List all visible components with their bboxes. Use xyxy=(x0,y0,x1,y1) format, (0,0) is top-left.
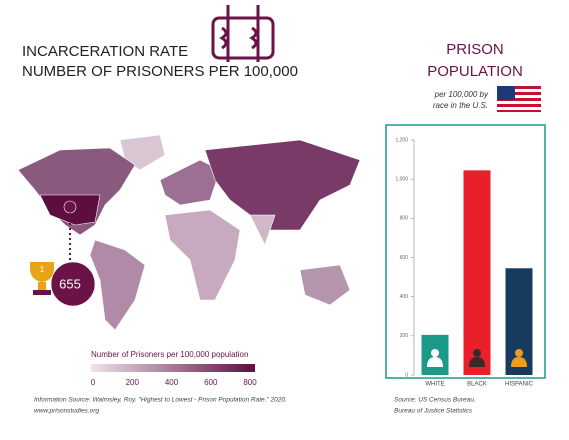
person-icon xyxy=(469,357,485,367)
chart-frame xyxy=(385,124,546,379)
y-tick-label: 200 xyxy=(400,333,409,339)
x-tick-label: HISPANIC xyxy=(505,382,534,388)
rank: 1 xyxy=(40,265,45,274)
legend-title: Number of Prisoners per 100,000 populati… xyxy=(91,350,248,359)
panel-title: PRISON xyxy=(446,41,504,58)
bar xyxy=(463,170,491,375)
legend-tick-label: 400 xyxy=(165,378,179,387)
person-icon xyxy=(511,357,527,367)
y-tick-label: 1,200 xyxy=(395,137,408,143)
person-icon xyxy=(427,357,443,367)
y-tick-label: 600 xyxy=(400,255,409,261)
legend-tick-label: 0 xyxy=(91,378,96,387)
legend-tick-label: 600 xyxy=(204,378,218,387)
y-tick-label: 400 xyxy=(400,294,409,300)
prison-icon xyxy=(211,5,275,62)
person-icon xyxy=(431,349,439,357)
source: www.prisonstudies.org xyxy=(34,408,99,415)
y-tick-label: 800 xyxy=(400,216,409,222)
world-map xyxy=(17,134,361,331)
legend-tick-label: 200 xyxy=(126,378,140,387)
x-tick-label: WHITE xyxy=(425,382,444,388)
us-flag xyxy=(497,86,541,112)
person-icon xyxy=(515,349,523,357)
legend-tick-label: 800 xyxy=(243,378,257,387)
y-tick-label: 1,000 xyxy=(395,176,408,182)
panel-title: POPULATION xyxy=(427,63,523,80)
trophy xyxy=(30,262,54,295)
y-tick-label: 0 xyxy=(405,372,408,378)
subtitle: per 100,000 by xyxy=(434,90,489,99)
us-rate: 655 xyxy=(59,276,81,291)
source: Information Source: Walmsley, Roy. "High… xyxy=(34,397,287,404)
colorbar xyxy=(91,364,255,372)
source: Bureau of Justice Statistics xyxy=(394,408,473,415)
x-tick-label: BLACK xyxy=(467,382,487,388)
title: NUMBER OF PRISONERS PER 100,000 xyxy=(22,63,298,80)
person-icon xyxy=(473,349,481,357)
source: Source: US Census Bureau, xyxy=(394,397,476,404)
subtitle: race in the U.S. xyxy=(433,101,488,110)
title: INCARCERATION RATE xyxy=(22,43,188,60)
